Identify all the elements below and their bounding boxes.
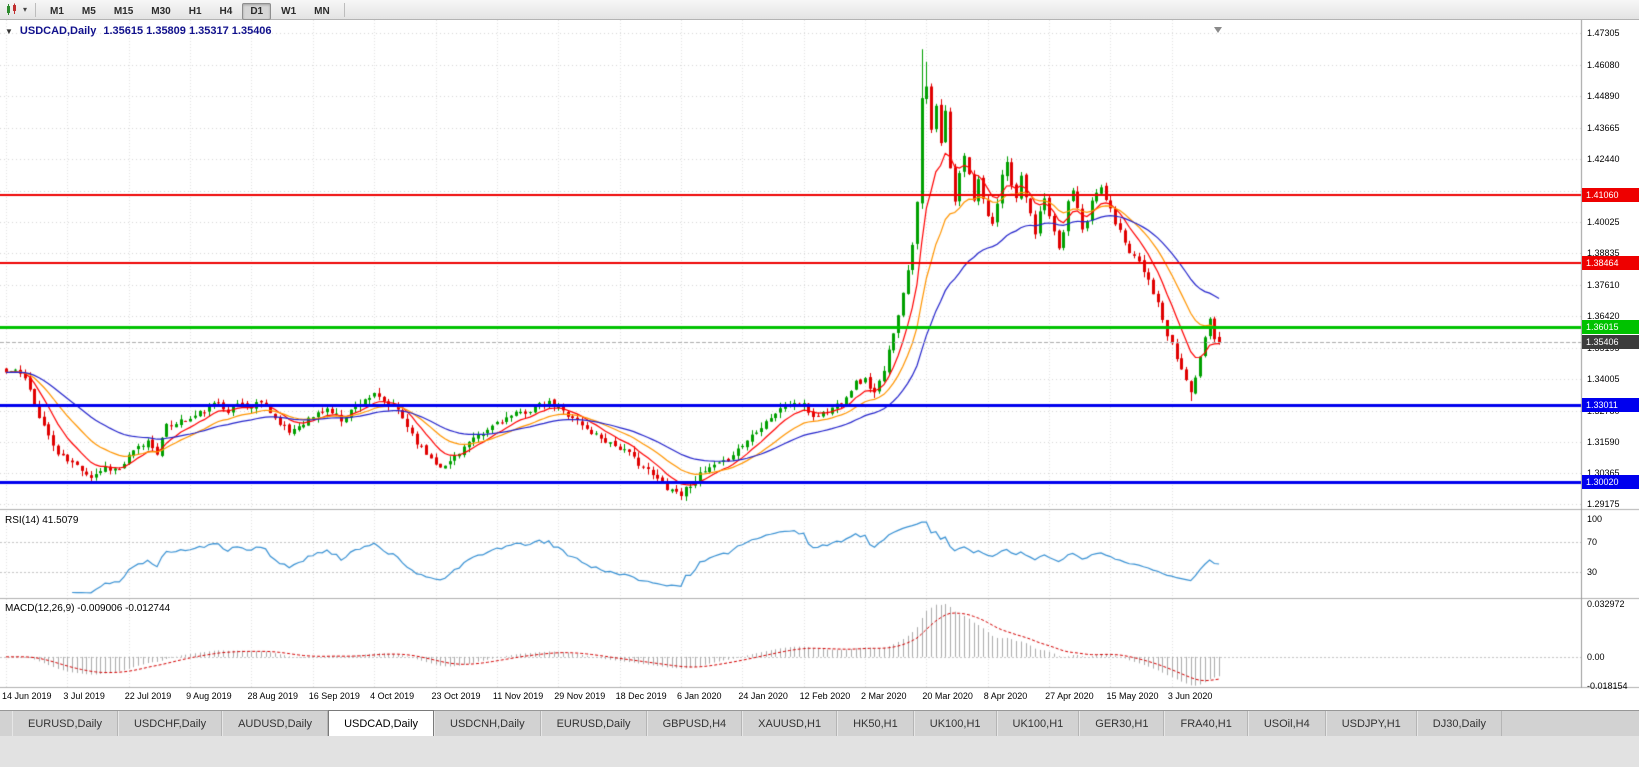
macd-axis-label: 0.032972 [1587,599,1625,609]
timeframe-button-m30[interactable]: M30 [151,5,171,17]
timeframe-button-d1[interactable]: D1 [242,2,272,20]
chart-tab-usdjpy-h1[interactable]: USDJPY,H1 [1325,711,1417,736]
date-axis-label: 27 Apr 2020 [1045,691,1094,701]
date-axis-label: 6 Jan 2020 [676,691,722,701]
price-axis-label: 1.29175 [1587,499,1620,510]
chart-type-icon[interactable] [5,3,19,16]
date-axis-label: 22 Jul 2019 [124,691,172,701]
price-axis-label: 1.44890 [1587,90,1620,101]
price-axis-label: 1.43665 [1587,122,1620,133]
hline-price-tag: 1.38464 [1582,255,1639,270]
chart-symbol-label: USDCAD,Daily [19,25,97,37]
price-axis-label: 1.30365 [1587,468,1620,479]
timeframe-button-m5[interactable]: M5 [81,5,96,17]
chart-tab-dj30-daily[interactable]: DJ30,Daily [1416,711,1502,736]
price-axis-label: 1.40025 [1587,217,1620,228]
rsi-indicator-label: RSI(14) 41.5079 [5,515,79,526]
timeframe-button-h1[interactable]: H1 [188,5,202,17]
timeframe-button-h4[interactable]: H4 [219,5,233,17]
date-axis-label: 18 Dec 2019 [615,691,667,701]
price-axis-label: 1.31590 [1587,436,1620,447]
chart-tab-audusd-daily[interactable]: AUDUSD,Daily [222,711,329,736]
price-chart-canvas[interactable] [0,20,1639,710]
price-axis-label: 1.38835 [1587,248,1620,259]
chart-tab-eurusd-daily[interactable]: EURUSD,Daily [540,711,647,736]
hline-price-tag: 1.30020 [1582,475,1639,490]
date-axis-label: 28 Aug 2019 [247,691,298,701]
price-axis-label: 1.47305 [1587,28,1620,38]
date-axis-label: 14 Jun 2019 [2,691,52,701]
chart-tab-hk50-h1[interactable]: HK50,H1 [837,711,914,736]
date-axis-label: 3 Jun 2020 [1167,691,1213,701]
date-axis-label: 15 May 2020 [1106,691,1159,701]
chart-tab-eurusd-daily[interactable]: EURUSD,Daily [12,711,118,736]
date-axis-label: 9 Aug 2019 [186,691,232,701]
timeframe-button-m1[interactable]: M1 [50,5,64,17]
chart-tabs-bar: EURUSD,Daily USDCHF,Daily AUDUSD,Daily USDC… [0,710,1639,736]
chart-tab-uk100-h1[interactable]: UK100,H1 [996,711,1080,736]
timeframe-toolbar: ▾ M1 M5 M15 M30 H1 H4 D1 W1 MN [0,0,1639,20]
chart-tab-usdcnh-daily[interactable]: USDCNH,Daily [434,711,541,736]
hline-price-tag: 1.36015 [1582,319,1639,334]
timeframe-buttons-group: M1 M5 M15 M30 H1 H4 D1 W1 MN [41,1,339,20]
chart-tab-uk100-h1[interactable]: UK100,H1 [913,711,997,736]
chart-tab-usoil-h4[interactable]: USOil,H4 [1247,711,1326,736]
chart-type-dropdown-icon[interactable]: ▾ [23,5,28,14]
price-axis-label: 1.37610 [1587,280,1620,291]
chart-tab-gbpusd-h4[interactable]: GBPUSD,H4 [646,711,743,736]
macd-axis-label: -0.018154 [1587,681,1628,691]
rsi-axis-label: 70 [1587,536,1598,547]
toolbar-separator [35,2,37,17]
timeframe-button-mn[interactable]: MN [314,5,330,17]
date-axis-label: 23 Oct 2019 [431,691,481,701]
date-axis-label: 4 Oct 2019 [370,691,415,701]
rsi-axis-label: 100 [1587,514,1603,524]
date-axis-label: 2 Mar 2020 [861,691,907,701]
date-axis-label: 16 Sep 2019 [308,691,360,701]
price-axis-label: 1.42440 [1587,154,1620,165]
current-price-tag: 1.35406 [1582,335,1639,350]
hline-price-tag: 1.33011 [1582,397,1639,412]
toolbar-separator [343,2,345,17]
chart-tab-fra40-h1[interactable]: FRA40,H1 [1164,711,1248,736]
candlestick-glyph [7,3,16,15]
price-axis-label: 1.36420 [1587,311,1620,321]
hline-price-tag: 1.41060 [1582,188,1639,203]
timeframe-button-m15[interactable]: M15 [113,5,134,17]
macd-indicator-label: MACD(12,26,9) -0.009006 -0.012744 [5,603,171,614]
chart-tab-usdcad-daily[interactable]: USDCAD,Daily [328,710,435,736]
date-axis-label: 20 Mar 2020 [922,691,973,701]
chart-title: ▼ USDCAD,Daily 1.35615 1.35809 1.35317 1… [5,25,272,37]
date-axis-label: 29 Nov 2019 [554,691,606,701]
symbol-marker-icon[interactable]: ▼ [5,26,13,36]
macd-axis-label: 0.00 [1587,651,1605,662]
date-axis-label: 12 Feb 2020 [799,691,851,701]
chart-tab-ger30-h1[interactable]: GER30,H1 [1079,711,1165,736]
chart-shift-marker[interactable] [1214,27,1222,33]
price-axis-label: 1.46080 [1587,59,1620,70]
date-axis-label: 11 Nov 2019 [492,691,544,701]
chart-ohlc-values: 1.35615 1.35809 1.35317 1.35406 [103,25,272,37]
date-axis-label: 3 Jul 2019 [63,691,105,701]
chart-tab-xauusd-h1[interactable]: XAUUSD,H1 [742,711,838,736]
price-axis-label: 1.34005 [1587,373,1620,384]
rsi-axis-label: 30 [1587,566,1598,577]
date-axis-label: 24 Jan 2020 [738,691,788,701]
chart-window: ▼ USDCAD,Daily 1.35615 1.35809 1.35317 1… [0,20,1639,710]
timeframe-button-w1[interactable]: W1 [281,5,297,17]
date-axis-label: 8 Apr 2020 [983,691,1028,701]
chart-tab-usdchf-daily[interactable]: USDCHF,Daily [117,711,223,736]
